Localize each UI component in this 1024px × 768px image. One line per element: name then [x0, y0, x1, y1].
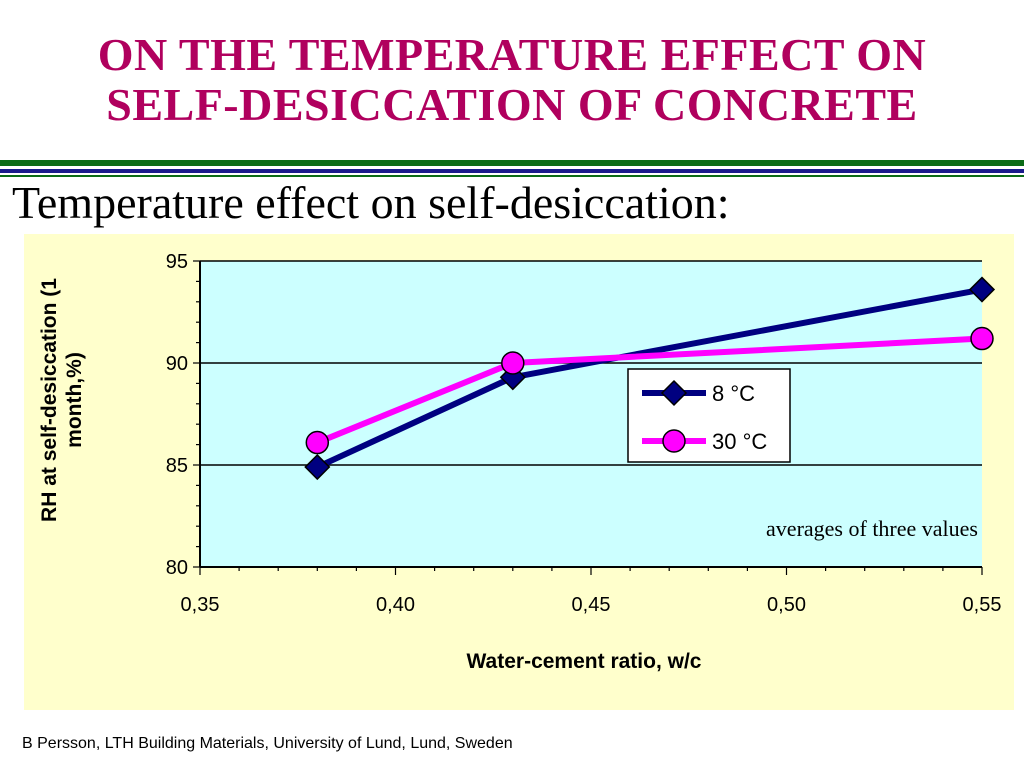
x-tick-label: 0,55 — [963, 594, 1002, 616]
y-axis-title-line-1: RH at self-desiccation (1 — [38, 278, 61, 522]
x-tick-label: 0,35 — [181, 594, 220, 616]
legend-marker-2 — [662, 429, 686, 453]
legend-label-2: 30 °C — [712, 429, 767, 454]
slide-title-line-2: SELF-DESICCATION OF CONCRETE — [106, 79, 918, 130]
series-2-point — [970, 326, 994, 351]
legend-marker-1 — [660, 379, 688, 407]
slide-title-line-1: ON THE TEMPERATURE EFFECT ON — [97, 29, 927, 80]
slide-title: ON THE TEMPERATURE EFFECT ON SELF-DESICC… — [0, 30, 1024, 130]
slide-subtitle: Temperature effect on self-desiccation: — [12, 177, 730, 228]
x-axis-title: Water-cement ratio, w/c — [467, 650, 702, 673]
line-chart: 80 85 90 95 0,35 0,40 0,45 0,50 0,55 Water-cement… — [38, 251, 1002, 673]
x-tick-label: 0,50 — [767, 594, 806, 616]
y-axis-title-line-2: month,%) — [63, 352, 86, 448]
legend-box — [627, 368, 791, 463]
chart-annotation: averages of three values — [766, 516, 978, 541]
chart-panel: 80 85 90 95 0,35 0,40 0,45 0,50 0,55 Water-cement… — [24, 234, 1014, 710]
y-tick-label: 90 — [166, 353, 188, 375]
series-2-point — [305, 430, 330, 455]
footer-credit: B Persson, LTH Building Materials, Unive… — [22, 735, 513, 752]
title-divider-blue — [0, 169, 1024, 173]
title-divider-green — [0, 160, 1024, 166]
series-1-point — [968, 276, 996, 303]
y-tick-label: 85 — [166, 455, 188, 477]
series-1-point — [304, 453, 331, 481]
x-tick-label: 0,40 — [376, 594, 415, 616]
y-tick-label: 95 — [166, 251, 188, 273]
x-tick-label: 0,45 — [572, 594, 611, 616]
legend-label-1: 8 °C — [712, 381, 755, 406]
y-tick-label: 80 — [166, 557, 188, 579]
title-divider-green-thin — [0, 175, 1024, 177]
series-2-point — [501, 351, 525, 375]
